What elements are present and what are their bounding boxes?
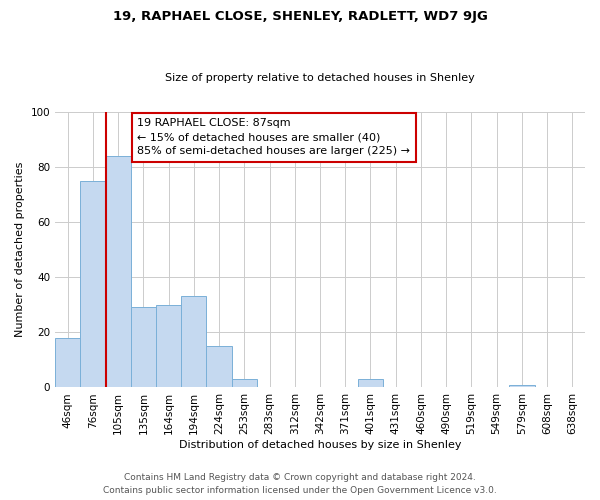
Bar bbox=[181, 296, 206, 388]
Bar bbox=[358, 379, 383, 388]
Bar bbox=[206, 346, 232, 388]
Text: 19, RAPHAEL CLOSE, SHENLEY, RADLETT, WD7 9JG: 19, RAPHAEL CLOSE, SHENLEY, RADLETT, WD7… bbox=[113, 10, 487, 23]
Bar bbox=[156, 304, 181, 388]
Bar bbox=[232, 379, 257, 388]
Text: Contains HM Land Registry data © Crown copyright and database right 2024.
Contai: Contains HM Land Registry data © Crown c… bbox=[103, 474, 497, 495]
Bar bbox=[55, 338, 80, 388]
X-axis label: Distribution of detached houses by size in Shenley: Distribution of detached houses by size … bbox=[179, 440, 461, 450]
Bar bbox=[80, 180, 106, 388]
Y-axis label: Number of detached properties: Number of detached properties bbox=[15, 162, 25, 337]
Text: 19 RAPHAEL CLOSE: 87sqm
← 15% of detached houses are smaller (40)
85% of semi-de: 19 RAPHAEL CLOSE: 87sqm ← 15% of detache… bbox=[137, 118, 410, 156]
Title: Size of property relative to detached houses in Shenley: Size of property relative to detached ho… bbox=[165, 73, 475, 83]
Bar bbox=[131, 308, 156, 388]
Bar bbox=[509, 384, 535, 388]
Bar bbox=[106, 156, 131, 388]
